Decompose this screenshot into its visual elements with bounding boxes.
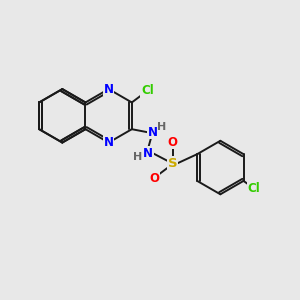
Text: Cl: Cl (248, 182, 260, 195)
Text: O: O (167, 136, 178, 149)
Text: H: H (157, 122, 166, 132)
Text: H: H (133, 152, 142, 161)
Text: N: N (104, 82, 114, 96)
Text: S: S (168, 157, 177, 169)
Text: N: N (104, 136, 114, 149)
Text: N: N (143, 147, 153, 160)
Text: Cl: Cl (141, 84, 154, 97)
Text: O: O (150, 172, 160, 185)
Text: N: N (148, 126, 158, 139)
